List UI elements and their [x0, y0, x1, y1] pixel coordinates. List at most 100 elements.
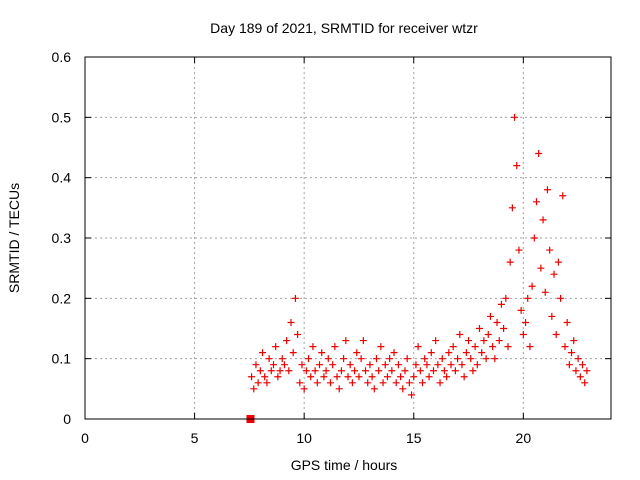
y-tick-label: 0.6: [52, 49, 72, 65]
data-point: [438, 355, 446, 363]
x-tick-label: 5: [191, 430, 199, 446]
data-point: [252, 361, 260, 369]
data-point: [480, 337, 488, 345]
data-point: [316, 361, 324, 369]
data-point: [412, 361, 420, 369]
data-point: [532, 198, 540, 206]
data-point: [478, 349, 486, 357]
data-point: [294, 331, 302, 339]
data-point: [526, 343, 534, 351]
data-point: [425, 373, 433, 381]
data-point: [331, 343, 339, 351]
data-point: [414, 343, 422, 351]
data-point: [276, 367, 284, 375]
data-points: [246, 113, 591, 423]
data-point: [392, 379, 400, 387]
data-point: [287, 318, 295, 326]
data-point: [465, 337, 473, 345]
data-point: [370, 385, 378, 393]
data-point: [570, 337, 578, 345]
data-point: [272, 343, 280, 351]
data-point: [469, 367, 477, 375]
data-point: [476, 325, 483, 332]
data-point: [333, 373, 341, 381]
data-point: [326, 379, 334, 387]
data-point: [528, 282, 536, 290]
data-point: [250, 385, 258, 393]
data-point: [504, 343, 512, 351]
data-point: [357, 355, 365, 363]
data-point: [403, 355, 411, 363]
data-point: [517, 306, 525, 314]
data-point: [473, 361, 481, 369]
data-point: [296, 379, 304, 387]
data-point: [291, 294, 299, 302]
data-point: [530, 234, 538, 242]
data-point: [451, 367, 459, 375]
data-point: [298, 361, 306, 369]
data-point: [353, 349, 361, 357]
data-point: [421, 355, 429, 363]
data-point: [429, 367, 437, 375]
data-point: [460, 373, 468, 381]
data-point: [416, 367, 424, 375]
data-point: [263, 379, 271, 387]
data-point: [445, 349, 453, 357]
data-point: [348, 379, 356, 387]
data-point: [554, 258, 562, 266]
data-point: [274, 373, 282, 381]
data-point: [254, 379, 262, 387]
data-point: [283, 337, 291, 345]
data-point: [419, 379, 427, 387]
data-point: [449, 343, 457, 351]
data-point: [324, 355, 332, 363]
data-point: [436, 379, 444, 387]
data-point: [519, 331, 527, 339]
data-point: [458, 361, 466, 369]
x-axis-label: GPS time / hours: [291, 457, 398, 473]
data-point: [502, 294, 510, 302]
data-point: [381, 361, 389, 369]
chart-title: Day 189 of 2021, SRMTID for receiver wtz…: [210, 20, 478, 36]
data-point: [377, 343, 385, 351]
data-point: [267, 367, 275, 375]
data-point: [500, 325, 508, 332]
data-point: [524, 294, 532, 302]
data-point: [550, 270, 558, 278]
data-point: [289, 349, 297, 357]
data-point: [552, 331, 560, 339]
data-point: [561, 343, 569, 351]
data-point: [305, 355, 313, 363]
y-tick-label: 0.1: [52, 351, 72, 367]
data-point: [313, 379, 321, 387]
data-point: [574, 355, 582, 363]
data-point: [372, 355, 380, 363]
data-point: [537, 264, 545, 272]
data-point: [489, 343, 497, 351]
data-point: [443, 373, 451, 381]
data-point: [351, 367, 359, 375]
data-point: [280, 361, 288, 369]
data-point: [342, 337, 350, 345]
data-point: [539, 216, 547, 224]
y-tick-label: 0.3: [52, 230, 72, 246]
data-point: [491, 355, 499, 363]
data-point: [410, 373, 418, 381]
data-point: [320, 373, 328, 381]
data-point: [359, 337, 367, 345]
data-point: [559, 192, 567, 200]
data-point: [405, 379, 413, 387]
data-point: [256, 367, 264, 375]
data-point: [307, 373, 315, 381]
data-point: [265, 355, 273, 363]
data-point: [462, 349, 470, 357]
data-point: [344, 373, 352, 381]
data-point: [515, 246, 523, 254]
data-point: [572, 367, 580, 375]
data-point: [543, 186, 551, 194]
data-point: [535, 150, 543, 158]
y-tick-label: 0.2: [52, 290, 72, 306]
data-point: [311, 367, 319, 375]
data-point: [576, 373, 584, 381]
